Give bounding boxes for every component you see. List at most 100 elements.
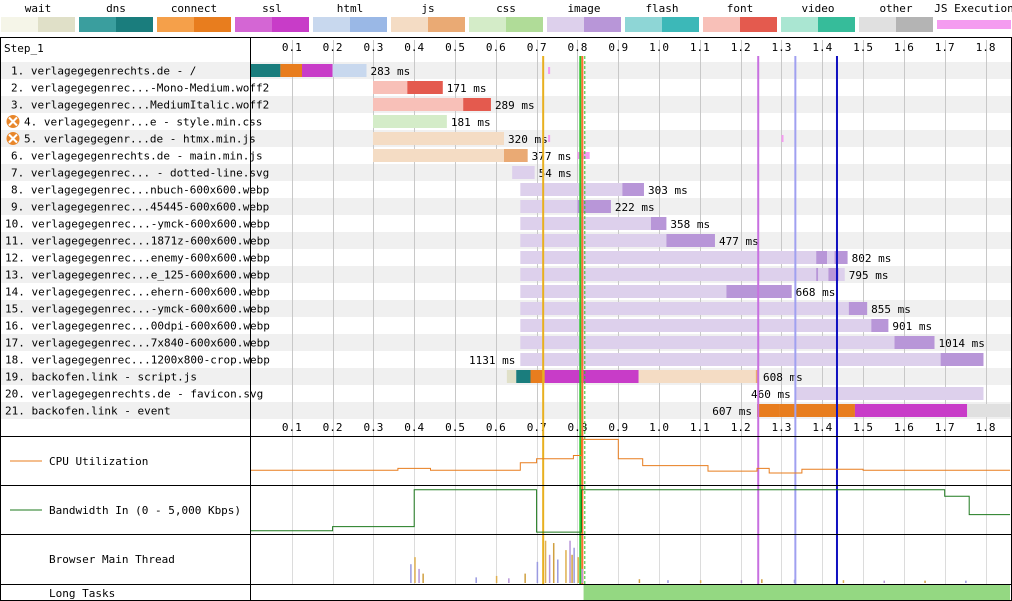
legend-swatch-css-light [469, 17, 506, 32]
main-thread-spike [965, 580, 967, 583]
tick-label: 0.7 [527, 41, 547, 54]
legend-label-html: html [337, 2, 364, 15]
main-thread-spike [414, 557, 416, 583]
request-bar-segment [638, 370, 756, 383]
main-thread-spike [548, 554, 551, 583]
x-axis-bottom: 0.1 0.2 0.3 0.4 0.5 0.6 0.7 0.8 0.9 1.0 1.1 1.2 1.3 1… [282, 421, 996, 434]
request-label: 19. backofen.link - script.js [5, 371, 197, 384]
request-bar-segment [577, 200, 611, 213]
tick-label: 1.1 [690, 421, 710, 434]
request-label: 21. backofen.link - event [5, 405, 171, 418]
main-thread-spike [740, 580, 743, 583]
tick-label: 1.8 [976, 421, 996, 434]
tick-label: 0.5 [445, 41, 465, 54]
tick-label: 0.3 [363, 421, 383, 434]
request-bar-segment [407, 81, 443, 94]
main-thread-spike [842, 580, 845, 583]
section-labels: CPU Utilization Bandwidth In (0 - 5,000 … [10, 455, 241, 600]
long-tasks-label: Long Tasks [49, 587, 115, 600]
main-thread-spike [581, 568, 584, 583]
request-bar-segment [871, 319, 889, 332]
request-duration: 802 ms [852, 252, 892, 265]
request-duration: 320 ms [508, 133, 548, 146]
request-bars: 283 ms 171 ms 289 ms 181 ms 320 ms 377 ms 54 m… [251, 64, 1010, 418]
legend-label-other: other [879, 2, 912, 15]
warning-icon-cross [8, 133, 18, 144]
request-label: 14. verlagegegenrec...ehern-600x600.webp [5, 286, 270, 299]
legend-label-video: video [801, 2, 834, 15]
legend-label-image: image [567, 2, 600, 15]
legend-label-flash: flash [645, 2, 678, 15]
legend-swatch-ssl-light [235, 17, 272, 32]
main-thread-spike [577, 557, 579, 583]
tick-label: 1.5 [853, 41, 873, 54]
request-bar-segment [520, 251, 817, 264]
tick-label: 1.0 [649, 421, 669, 434]
tick-label: 0.4 [404, 41, 424, 54]
long-tasks-graph [583, 585, 1010, 601]
request-label: 17. verlagegegenrec...7x840-600x600.webp [5, 337, 270, 350]
request-label: 5. verlagegegenr...de - htmx.min.js [24, 133, 256, 146]
request-duration: 901 ms [892, 320, 932, 333]
request-bar-segment [373, 98, 464, 111]
cpu-line [251, 438, 1010, 474]
legend-label-font: font [727, 2, 754, 15]
request-bar-segment [828, 268, 839, 281]
tick-label: 1.0 [649, 41, 669, 54]
legend-label-connect: connect [171, 2, 217, 15]
bandwidth-line [251, 489, 1010, 533]
request-label: 18. verlagegegenrec...1200x800-crop.webp [5, 354, 270, 367]
request-bar-segment [280, 64, 303, 77]
tick-label: 0.1 [282, 41, 302, 54]
legend-swatch-html-light [313, 17, 350, 32]
main-thread-spike [536, 561, 539, 583]
request-bar-segment [940, 353, 984, 366]
js-execution-mark [548, 135, 551, 142]
legend-label-js: js [421, 2, 434, 15]
tick-label: 0.7 [527, 421, 547, 434]
request-bar-segment [816, 251, 828, 264]
main-thread-spike [422, 573, 424, 583]
request-label: 13. verlagegegenrec...e_125-600x600.webp [5, 269, 270, 282]
main-thread-spike [495, 575, 498, 583]
main-thread-spike [667, 580, 669, 583]
request-bar-segment [757, 404, 780, 417]
main-thread-spike [761, 579, 763, 583]
main-thread-spike [557, 559, 559, 583]
legend-swatch-html-dark [350, 17, 387, 32]
request-bar-segment [650, 217, 667, 230]
cpu-label: CPU Utilization [49, 455, 148, 468]
legend-label-js-execution: JS Execution [934, 2, 1012, 15]
tick-label: 1.7 [935, 421, 955, 434]
legend-label-wait: wait [25, 2, 52, 15]
request-duration: 283 ms [370, 65, 410, 78]
main-thread-spike [544, 540, 547, 583]
tick-label: 1.3 [772, 421, 792, 434]
main-thread-spike [475, 577, 477, 583]
legend-swatch-js-execution [937, 20, 1011, 29]
request-label: 7. verlagegegenrec... - dotted-line.svg [11, 167, 269, 180]
tick-label: 1.2 [731, 421, 751, 434]
request-label: 9. verlagegegenrec...45445-600x600.webp [11, 201, 269, 214]
request-bar-segment [332, 64, 367, 77]
legend-swatch-connect-dark [194, 17, 231, 32]
request-bar-segment [838, 268, 845, 281]
legend-swatch-ssl-dark [272, 17, 309, 32]
request-bar-segment [894, 336, 935, 349]
main-thread-spike [573, 547, 575, 583]
request-duration: 181 ms [451, 116, 491, 129]
request-bar-segment [818, 268, 829, 281]
legend-swatch-css-dark [506, 17, 543, 32]
request-label: 15. verlagegegenrec...-ymck-600x600.webp [5, 303, 270, 316]
cpu-utilization-graph [251, 438, 1010, 474]
legend: wait dns connect ssl html js css image flash font… [1, 2, 1012, 32]
tick-label: 0.9 [608, 421, 628, 434]
tick-label: 1.6 [894, 41, 914, 54]
legend-swatch-other-light [859, 17, 896, 32]
js-execution-mark [577, 152, 590, 159]
main-thread-spike [883, 580, 885, 583]
js-execution-mark [548, 67, 551, 74]
tick-label: 0.3 [363, 41, 383, 54]
step-label: Step_1 [4, 42, 44, 55]
main-thread-spike [508, 578, 510, 583]
